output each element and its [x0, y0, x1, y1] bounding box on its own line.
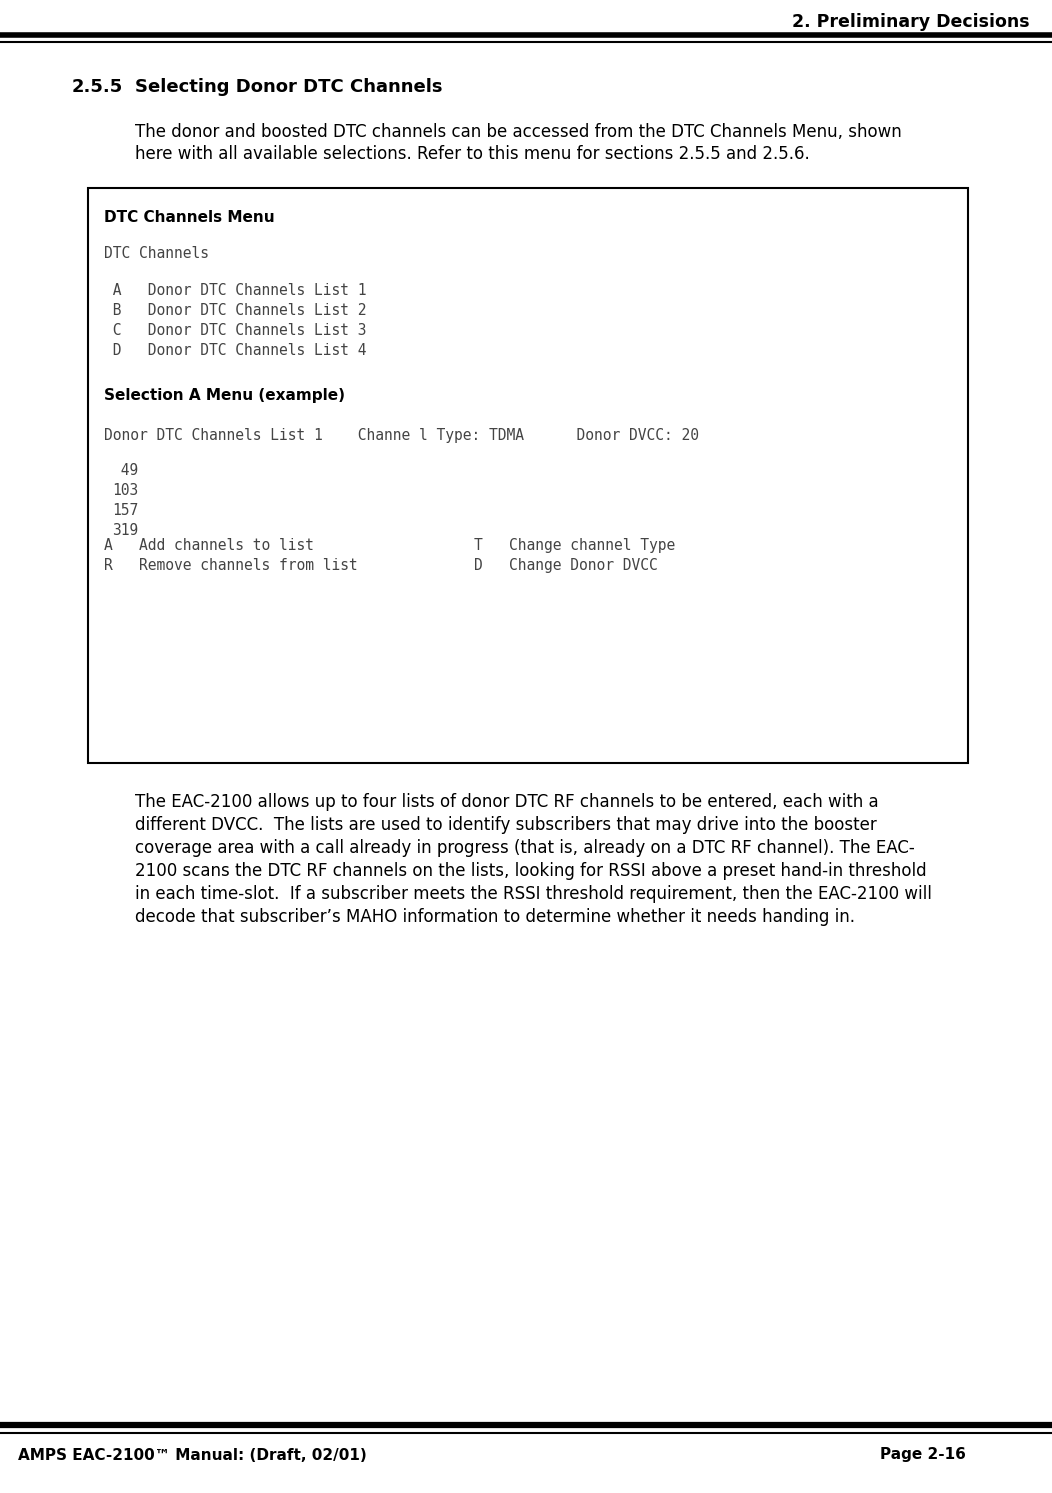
Text: T   Change channel Type: T Change channel Type: [474, 537, 675, 552]
Text: Selecting Donor DTC Channels: Selecting Donor DTC Channels: [135, 78, 443, 96]
Text: DTC Channels Menu: DTC Channels Menu: [104, 211, 275, 225]
Text: The EAC-2100 allows up to four lists of donor DTC RF channels to be entered, eac: The EAC-2100 allows up to four lists of …: [135, 793, 878, 811]
Text: D   Donor DTC Channels List 4: D Donor DTC Channels List 4: [104, 343, 366, 358]
Text: in each time-slot.  If a subscriber meets the RSSI threshold requirement, then t: in each time-slot. If a subscriber meets…: [135, 885, 932, 903]
Text: The donor and boosted DTC channels can be accessed from the DTC Channels Menu, s: The donor and boosted DTC channels can b…: [135, 122, 902, 140]
Text: 2100 scans the DTC RF channels on the lists, looking for RSSI above a preset han: 2100 scans the DTC RF channels on the li…: [135, 861, 927, 879]
Text: DTC Channels: DTC Channels: [104, 246, 209, 261]
Text: 103: 103: [112, 484, 138, 499]
Text: 319: 319: [112, 523, 138, 537]
Text: 157: 157: [112, 503, 138, 518]
Text: B   Donor DTC Channels List 2: B Donor DTC Channels List 2: [104, 303, 366, 318]
Text: AMPS EAC-2100™ Manual: (Draft, 02/01): AMPS EAC-2100™ Manual: (Draft, 02/01): [18, 1448, 367, 1463]
Text: coverage area with a call already in progress (that is, already on a DTC RF chan: coverage area with a call already in pro…: [135, 839, 915, 857]
Text: A   Donor DTC Channels List 1: A Donor DTC Channels List 1: [104, 284, 366, 299]
Text: 2.5.5: 2.5.5: [72, 78, 123, 96]
Text: here with all available selections. Refer to this menu for sections 2.5.5 and 2.: here with all available selections. Refe…: [135, 145, 810, 163]
Bar: [88, 188, 968, 763]
Text: Selection A Menu (example): Selection A Menu (example): [104, 388, 345, 403]
Text: A   Add channels to list: A Add channels to list: [104, 537, 313, 552]
Text: Page 2-16: Page 2-16: [881, 1448, 966, 1463]
Text: 2. Preliminary Decisions: 2. Preliminary Decisions: [792, 13, 1030, 31]
Text: D   Change Donor DVCC: D Change Donor DVCC: [474, 558, 658, 573]
Text: different DVCC.  The lists are used to identify subscribers that may drive into : different DVCC. The lists are used to id…: [135, 817, 876, 835]
Text: Donor DTC Channels List 1    Channe l Type: TDMA      Donor DVCC: 20: Donor DTC Channels List 1 Channe l Type:…: [104, 428, 699, 443]
Text: C   Donor DTC Channels List 3: C Donor DTC Channels List 3: [104, 322, 366, 337]
Text: 49: 49: [112, 463, 138, 478]
Text: R   Remove channels from list: R Remove channels from list: [104, 558, 358, 573]
Text: decode that subscriber’s MAHO information to determine whether it needs handing : decode that subscriber’s MAHO informatio…: [135, 908, 855, 926]
